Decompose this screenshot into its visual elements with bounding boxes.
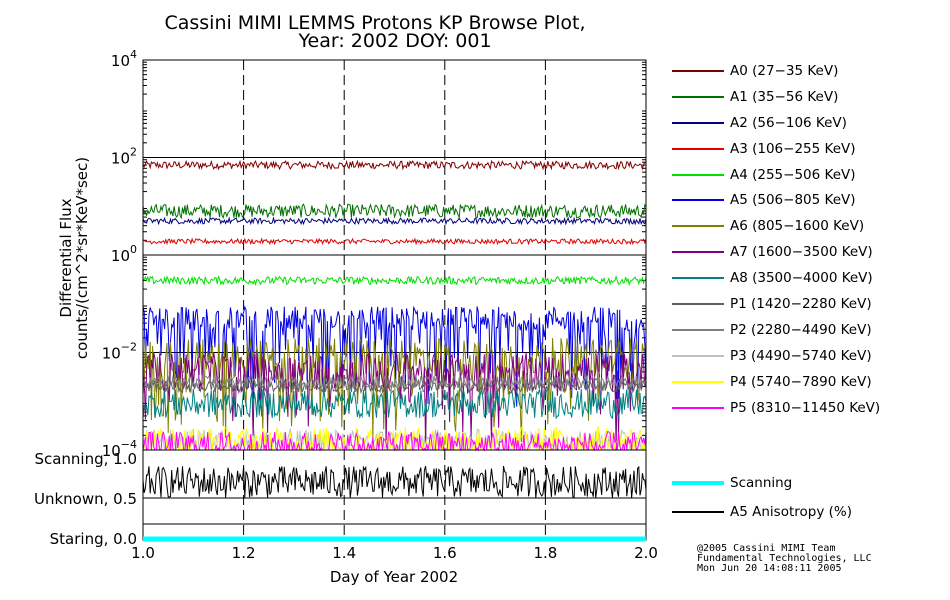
y-tick-label: 104 [111, 48, 137, 70]
x-axis-label: Day of Year 2002 [330, 568, 458, 586]
legend-item: P1 (1420−2280 KeV) [672, 291, 942, 317]
series-line [142, 237, 647, 246]
legend-item: A1 (35−56 KeV) [672, 84, 942, 110]
credit-line: Mon Jun 20 14:08:11 2005 [697, 563, 842, 574]
legend-item: P2 (2280−4490 KeV) [672, 317, 942, 343]
legend-label: A4 (255−506 KeV) [730, 166, 856, 183]
legend-item: P5 (8310−11450 KeV) [672, 395, 942, 421]
x-tick-label: 1.0 [131, 544, 155, 562]
legend-label: A5 Anisotropy (%) [730, 503, 852, 520]
legend-item: P4 (5740−7890 KeV) [672, 369, 942, 395]
credit-line: @2005 Cassini MIMI Team [697, 543, 836, 554]
legend-label: P5 (8310−11450 KeV) [730, 399, 881, 416]
credits: @2005 Cassini MIMI Team Fundamental Tech… [697, 544, 872, 574]
series-line [142, 203, 647, 220]
legend-label: P4 (5740−7890 KeV) [730, 373, 872, 390]
series-line [142, 352, 647, 451]
lower-y-tick-label: Scanning, 1.0 [34, 450, 137, 468]
lower-panel: 1.0 1.2 1.4 1.6 1.8 2.0 Scanning, 1.0 Unknown, … [34, 449, 658, 562]
lower-y-tick-label: Staring, 0.0 [50, 530, 137, 548]
legend-swatch [672, 510, 724, 513]
lower-y-tick-label: Unknown, 0.5 [34, 490, 137, 508]
legend-label: P2 (2280−4490 KeV) [730, 321, 872, 338]
legend-item: A6 (805−1600 KeV) [672, 213, 942, 239]
legend-item-scanning: Scanning [672, 468, 942, 497]
legend-label: A5 (506−805 KeV) [730, 192, 856, 209]
series-line [142, 388, 647, 420]
legend-item: A8 (3500−4000 KeV) [672, 265, 942, 291]
legend-swatch [672, 173, 724, 176]
legend-item: A7 (1600−3500 KeV) [672, 239, 942, 265]
legend-item: A2 (56−106 KeV) [672, 110, 942, 136]
legend-label: A1 (35−56 KeV) [730, 88, 839, 105]
legend-item: A3 (106−255 KeV) [672, 136, 942, 162]
legend-item: A0 (27−35 KeV) [672, 58, 942, 84]
series-line [142, 159, 647, 171]
y-axis-label-line1: Differential Flux [57, 198, 75, 317]
legend-swatch [672, 380, 724, 383]
legend-label: A3 (106−255 KeV) [730, 140, 856, 157]
lower-frame [142, 449, 647, 541]
legend-label: A0 (27−35 KeV) [730, 62, 839, 79]
legend-swatch [672, 199, 724, 202]
legend-swatch [672, 147, 724, 150]
legend-label: A7 (1600−3500 KeV) [730, 244, 873, 261]
legend-label: A8 (3500−4000 KeV) [730, 270, 873, 287]
anisotropy-line [142, 465, 647, 499]
y-tick-label: 10−4 [102, 438, 137, 460]
x-tick-label: 1.6 [433, 544, 457, 562]
y-tick-label: 10−2 [102, 341, 137, 363]
legend-label: A6 (805−1600 KeV) [730, 218, 865, 235]
legend-swatch [672, 251, 724, 254]
series-line [142, 374, 647, 390]
x-tick-label: 2.0 [634, 544, 658, 562]
series-line [142, 305, 647, 407]
chart-subtitle: Year: 2002 DOY: 001 [297, 30, 491, 52]
legend-label: P3 (4490−5740 KeV) [730, 347, 872, 364]
legend-swatch [672, 480, 724, 485]
legend-swatch [672, 121, 724, 124]
y-tick-label: 102 [111, 146, 137, 168]
chart-title: Cassini MIMI LEMMS Protons KP Browse Plo… [164, 12, 585, 34]
x-tick-label: 1.2 [232, 544, 256, 562]
legend-item: A4 (255−506 KeV) [672, 162, 942, 188]
legend-swatch [672, 354, 724, 357]
y-axis-label-line2: counts/(cm^2*sr*KeV*sec) [73, 157, 91, 359]
legend-swatch [672, 277, 724, 280]
legend-swatch [672, 225, 724, 228]
legend-swatch [672, 406, 724, 409]
x-tick-label: 1.8 [533, 544, 557, 562]
y-tick-label: 100 [111, 243, 137, 265]
legend-label: A2 (56−106 KeV) [730, 114, 847, 131]
legend-item: A5 (506−805 KeV) [672, 187, 942, 213]
legend-label: Scanning [730, 474, 793, 491]
series-line [142, 216, 647, 226]
upper-panel: 104 102 100 10−2 10−4 [102, 48, 647, 460]
legend-swatch [672, 69, 724, 72]
credit-line: Fundamental Technologies, LLC [697, 553, 872, 564]
legend-label: P1 (1420−2280 KeV) [730, 295, 872, 312]
series-line [142, 274, 647, 287]
legend-swatch [672, 302, 724, 305]
legend-item-anisotropy: A5 Anisotropy (%) [672, 497, 942, 526]
x-tick-label: 1.4 [332, 544, 356, 562]
legend-swatch [672, 95, 724, 98]
series-line [142, 337, 647, 443]
legend: A0 (27−35 KeV) A1 (35−56 KeV) A2 (56−106 K… [672, 58, 942, 420]
legend-swatch [672, 328, 724, 331]
legend-item: P3 (4490−5740 KeV) [672, 343, 942, 369]
lower-legend: Scanning A5 Anisotropy (%) [672, 468, 942, 526]
